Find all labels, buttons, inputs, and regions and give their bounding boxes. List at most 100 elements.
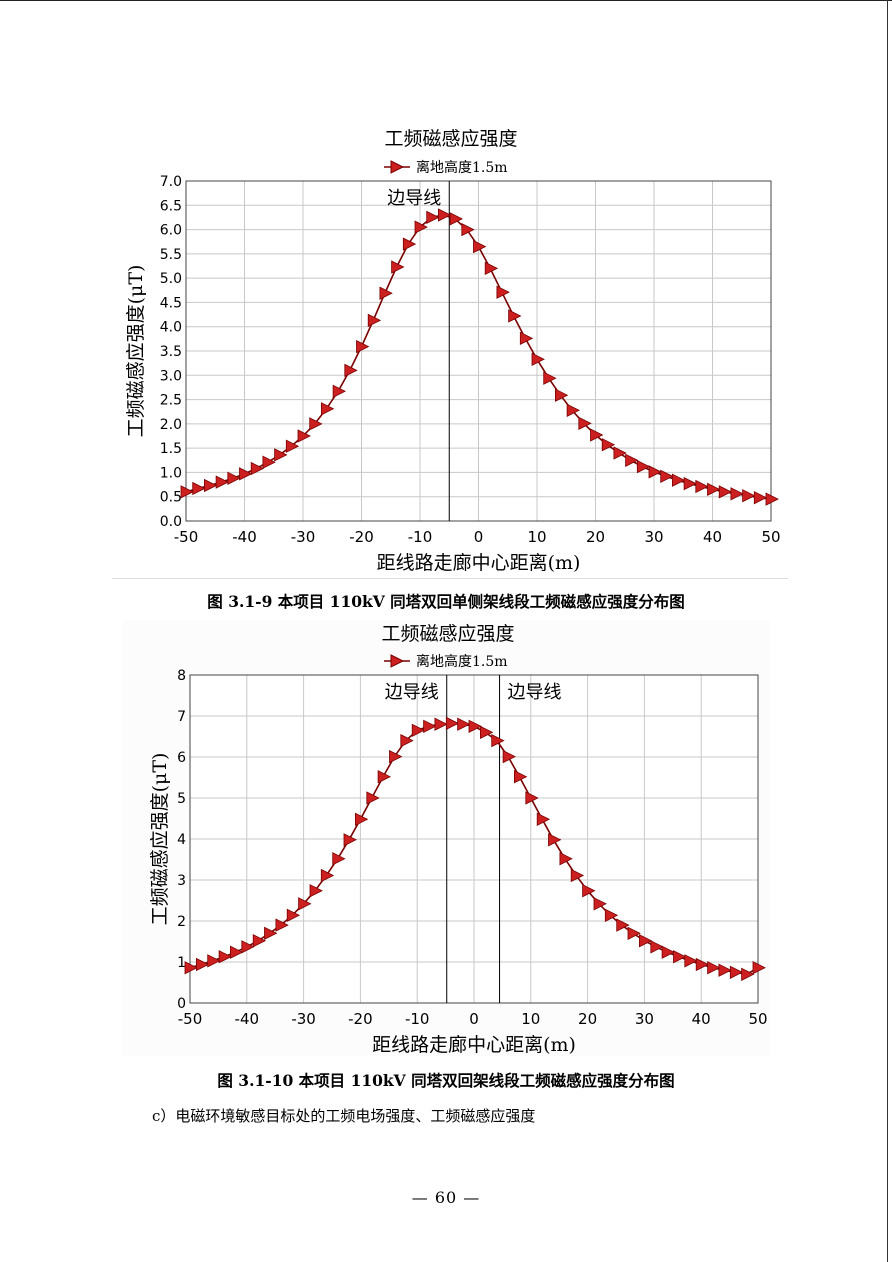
- chart-1-data-point-marker: [508, 309, 522, 323]
- chart-2-edge-conductor-label-1: 边导线: [385, 682, 439, 703]
- chart-1-y-tick-label: 6.0: [160, 223, 182, 239]
- chart-2-x-tick-label: 40: [692, 1010, 711, 1028]
- chart-2-x-tick-label: -40: [235, 1010, 259, 1028]
- body-paragraph: c）电磁环境敏感目标处的工频电场强度、工频磁感应强度: [152, 1107, 536, 1125]
- chart-1-data-point-marker: [660, 469, 674, 483]
- chart-1-data-point-marker: [601, 438, 616, 452]
- chart-2-data-point-marker: [218, 950, 232, 964]
- chart-2-x-tick-label: 20: [578, 1010, 597, 1028]
- chart-1-data-point-marker: [297, 429, 311, 443]
- page-number: — 60 —: [411, 1188, 481, 1207]
- chart-2-svg: -50 -40 -30 -20 -10 0 10 20 30 40 50 0 1 2 3 4 5 6 7 8 工频磁感应…: [149, 623, 768, 1056]
- chart-1-data-point-marker: [320, 402, 335, 416]
- chart-1-y-tick-label: 0.0: [160, 514, 182, 530]
- chart-2-data-point-marker: [559, 852, 573, 866]
- chart-1-y-tick-label: 0.5: [160, 490, 182, 506]
- chart-2-y-tick-label: 5: [177, 791, 186, 807]
- chart-2-data-point-marker: [752, 961, 766, 975]
- chart-1-data-point-marker: [625, 453, 639, 467]
- chart-2-y-tick-label: 0: [177, 996, 186, 1012]
- chart-1-y-tick-label: 1.0: [160, 465, 182, 481]
- chart-2-data-point-marker: [548, 833, 562, 847]
- chart-1-y-tick-label: 4.5: [160, 295, 182, 311]
- chart-1-title: 工频磁感应强度: [384, 128, 517, 150]
- chart-1-plot-frame: [185, 180, 772, 522]
- chart-1-x-tick-label: 0: [474, 528, 484, 546]
- chart-1-data-point-marker: [367, 313, 382, 328]
- chart-1-y-tick-label: 3.5: [160, 344, 182, 360]
- chart-1-data-point-marker: [473, 239, 487, 254]
- chart-2-data-point-marker: [411, 723, 426, 737]
- chart-2-data-point-marker: [695, 957, 710, 972]
- chart-2-y-tick-label: 2: [177, 914, 186, 930]
- chart-1-data-point-marker: [578, 416, 592, 431]
- chart-2-y-axis-label: 工频磁感应强度(μT): [149, 753, 171, 926]
- chart-1-y-tick-label: 2.5: [160, 393, 182, 409]
- chart-2-data-point-marker: [264, 926, 278, 940]
- page-top-rule: [0, 0, 892, 1]
- chart-2-data-point-marker: [513, 770, 528, 784]
- chart-1-x-tick-label: -40: [232, 528, 257, 546]
- chart-2-data-point-marker: [536, 812, 551, 826]
- chart-2-data-point-marker: [616, 918, 630, 932]
- chart-2-data-point-marker: [673, 950, 687, 964]
- chart-2-data-point-marker: [343, 833, 357, 847]
- chart-2-x-tick-label: -50: [178, 1010, 203, 1028]
- chart-1-data-point-marker: [566, 403, 580, 417]
- chart-2-x-tick-label: 50: [748, 1010, 767, 1028]
- chart-1-data-point-marker: [215, 475, 229, 489]
- chart-2-data-point-marker: [184, 961, 198, 975]
- chart-2-data-point-marker: [491, 733, 505, 748]
- chart-2-data-point-marker: [457, 717, 471, 731]
- chart-1-x-tick-label: 10: [527, 528, 546, 546]
- chart-1-data-point-marker: [437, 208, 452, 222]
- chart-1-x-axis-label: 距线路走廊中心距离(m): [377, 552, 581, 574]
- chart-2-data-point-marker: [377, 770, 391, 784]
- chart-2-data-point-marker: [525, 791, 539, 805]
- chart-1-x-tick-label: -50: [174, 528, 199, 546]
- chart-1-y-axis-label: 工频磁感应强度(μT): [125, 265, 147, 438]
- chart-1-svg: -50 -40 -30 -20 -10 0 10 20 30 40 50 0.0 0.5 1.0 1.5 2.…: [125, 128, 781, 574]
- chart-1-data-point-marker: [332, 384, 346, 398]
- chart-2-data-point-marker: [241, 940, 255, 954]
- chart-2-title: 工频磁感应强度: [381, 623, 514, 645]
- chart-2-data-point-marker: [354, 812, 369, 826]
- chart-1-data-point-marker: [250, 461, 265, 476]
- chart-2-data-point-marker: [593, 897, 607, 911]
- chart-1-data-point-marker: [648, 465, 662, 479]
- chart-2-data-point-marker: [423, 719, 437, 733]
- chart-1-data-point-marker: [227, 471, 241, 485]
- chart-1-data-point-marker: [543, 371, 557, 385]
- chart-1-data-point-marker: [426, 210, 440, 225]
- chart-2-x-tick-label: 30: [635, 1010, 654, 1028]
- chart-1-data-point-marker: [274, 448, 288, 462]
- chart-2-data-point-marker: [366, 791, 380, 805]
- chart-1-data-point-marker: [402, 237, 417, 251]
- chart-2-data-point-marker: [196, 957, 210, 972]
- chart-2-data-point-marker: [729, 965, 744, 979]
- chart-2-figure: -50 -40 -30 -20 -10 0 10 20 30 40 50 0 1 2 3 4 5 6 7 8 工频磁感应…: [122, 620, 770, 1056]
- chart-1-data-point-marker: [590, 428, 604, 442]
- chart-1-data-point-marker: [414, 220, 428, 234]
- chart-2-data-point-marker: [741, 967, 755, 981]
- chart-1-x-tick-label: 20: [586, 528, 605, 546]
- chart-1-data-point-marker: [344, 363, 358, 378]
- chart-2-data-point-marker: [389, 749, 403, 764]
- chart-2-data-point-marker: [479, 725, 494, 740]
- chart-1-x-tick-label: -20: [349, 528, 374, 546]
- chart-1-data-point-marker: [531, 352, 545, 366]
- chart-2-legend-label: 离地高度1.5m: [416, 653, 508, 670]
- chart-1-data-point-marker: [742, 489, 756, 503]
- chart-2-data-point-marker: [650, 940, 664, 954]
- figure-caption-1: 图 3.1-9 本项目 110kV 同塔双回单侧架线段工频磁感应强度分布图: [207, 592, 685, 611]
- chart-2-data-point-marker: [400, 733, 414, 748]
- chart-2-x-tick-label: -20: [348, 1010, 373, 1028]
- chart-2-legend-marker: [390, 654, 405, 668]
- chart-2-data-point-marker: [445, 716, 460, 731]
- chart-1-y-tick-label: 6.5: [160, 198, 182, 214]
- chart-2-y-tick-label: 7: [177, 709, 186, 725]
- chart-2-x-tick-label: 0: [469, 1010, 479, 1028]
- chart-1-y-tick-label: 2.0: [160, 417, 182, 433]
- chart-2-data-point-marker: [570, 868, 585, 883]
- chart-1-x-tick-label: -30: [291, 528, 316, 546]
